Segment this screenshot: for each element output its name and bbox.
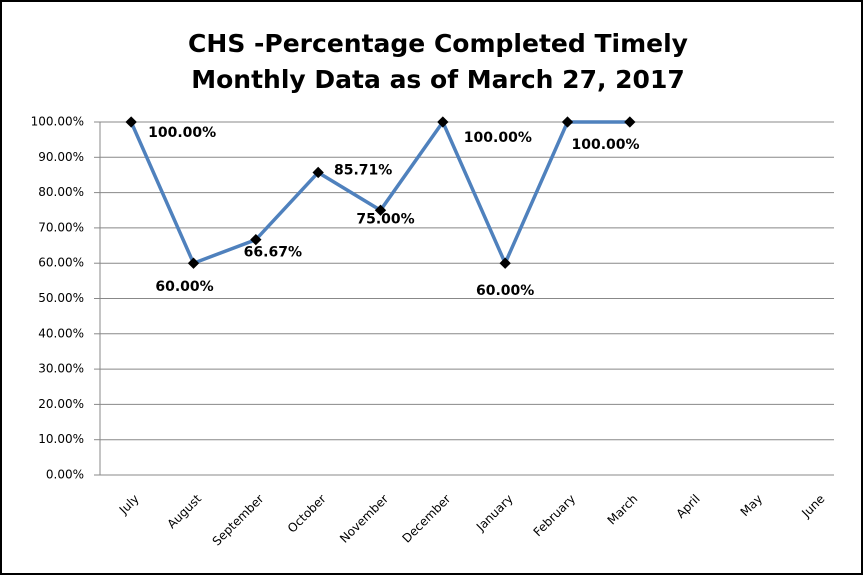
data-label: 66.67% xyxy=(244,245,302,261)
y-tick-label: 60.00% xyxy=(38,256,84,270)
marker xyxy=(312,166,324,179)
y-tick-label: 30.00% xyxy=(38,362,84,376)
data-label: 60.00% xyxy=(155,279,213,295)
chart-title: Monthly Data as of March 27, 2017 xyxy=(191,65,685,94)
marker xyxy=(125,116,137,128)
marker xyxy=(499,257,511,269)
marker xyxy=(250,233,262,246)
y-tick-label: 10.00% xyxy=(38,432,84,446)
y-tick-label: 80.00% xyxy=(38,185,84,199)
data-label: 100.00% xyxy=(571,137,639,153)
chart-title: CHS -Percentage Completed Timely xyxy=(188,29,688,58)
y-tick-label: 0.00% xyxy=(46,468,84,482)
y-tick-label: 70.00% xyxy=(38,220,84,234)
data-label: 100.00% xyxy=(464,130,532,146)
marker xyxy=(374,204,387,216)
data-label: 85.71% xyxy=(334,162,392,178)
data-label: 60.00% xyxy=(476,283,534,299)
y-tick-label: 90.00% xyxy=(38,150,84,164)
marker xyxy=(187,257,200,269)
data-label: 75.00% xyxy=(356,211,414,227)
data-label: 100.00% xyxy=(148,125,216,141)
y-tick-label: 40.00% xyxy=(38,326,84,340)
y-tick-label: 50.00% xyxy=(38,291,84,305)
y-tick-label: 20.00% xyxy=(38,397,84,411)
y-tick-label: 100.00% xyxy=(31,115,84,129)
